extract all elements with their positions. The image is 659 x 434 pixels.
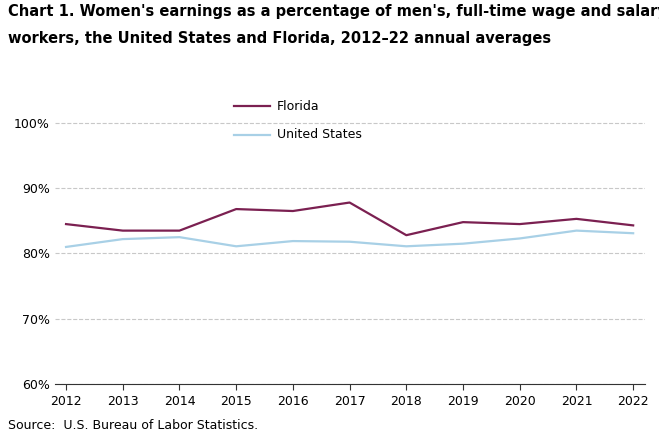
Florida: [232, 207, 240, 212]
Florida: [175, 228, 183, 233]
Florida: [346, 200, 354, 205]
Text: Florida: Florida: [277, 100, 320, 113]
Line: Florida: Florida: [66, 203, 633, 235]
Line: United States: United States: [66, 230, 633, 247]
Florida: [516, 221, 524, 227]
United States: [232, 243, 240, 249]
Text: United States: United States: [277, 128, 362, 141]
Florida: [629, 223, 637, 228]
United States: [573, 228, 581, 233]
United States: [175, 234, 183, 240]
Text: Chart 1. Women's earnings as a percentage of men's, full-time wage and salary: Chart 1. Women's earnings as a percentag…: [8, 4, 659, 20]
United States: [516, 236, 524, 241]
United States: [289, 238, 297, 243]
United States: [403, 243, 411, 249]
United States: [346, 239, 354, 244]
United States: [62, 244, 70, 250]
Florida: [289, 208, 297, 214]
Florida: [573, 216, 581, 221]
Florida: [119, 228, 127, 233]
United States: [119, 237, 127, 242]
United States: [459, 241, 467, 246]
Florida: [459, 220, 467, 225]
Text: workers, the United States and Florida, 2012–22 annual averages: workers, the United States and Florida, …: [8, 31, 551, 46]
Florida: [62, 221, 70, 227]
Florida: [403, 233, 411, 238]
Text: Source:  U.S. Bureau of Labor Statistics.: Source: U.S. Bureau of Labor Statistics.: [8, 419, 258, 432]
United States: [629, 230, 637, 236]
